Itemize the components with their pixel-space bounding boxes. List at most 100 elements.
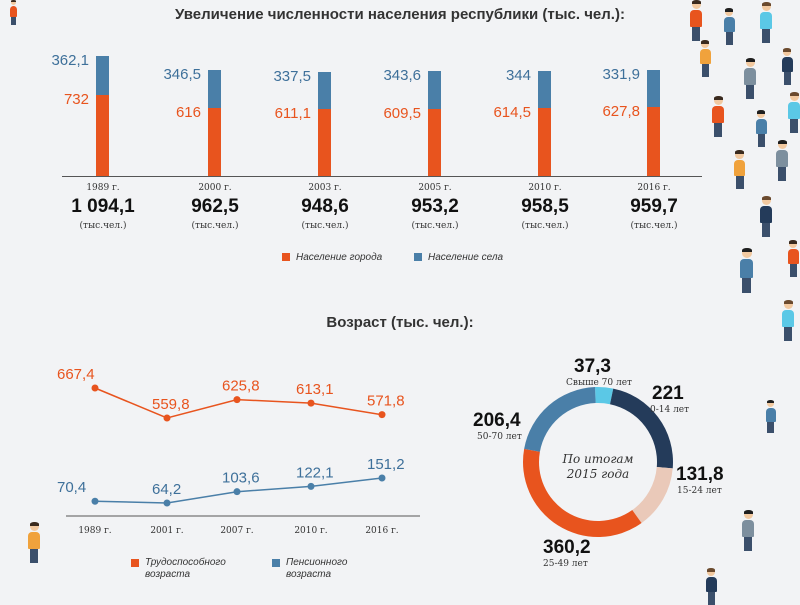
bar-stack bbox=[318, 71, 331, 176]
donut-slice bbox=[524, 387, 596, 452]
donut-value-25-49: 360,2 bbox=[543, 537, 591, 558]
bar-total-unit: (тыс.чел.) bbox=[630, 221, 678, 231]
person-hair bbox=[725, 8, 734, 12]
person-head bbox=[735, 150, 744, 159]
pension-value: 64,2 bbox=[152, 481, 181, 498]
legend-swatch-pension bbox=[272, 559, 280, 567]
bar-stack bbox=[96, 55, 109, 176]
bar-rural-value: 343,6 bbox=[383, 67, 421, 85]
work-value: 559,8 bbox=[152, 396, 190, 413]
bar-rural-value: 337,5 bbox=[273, 67, 311, 85]
person-body bbox=[690, 10, 702, 27]
donut-value-50-70: 206,4 bbox=[473, 410, 521, 431]
donut-value-over70: 37,3 bbox=[574, 356, 611, 377]
pension-value: 122,1 bbox=[296, 464, 334, 481]
bar-stack bbox=[647, 70, 660, 176]
pension-point bbox=[163, 499, 171, 507]
person-legs bbox=[777, 167, 787, 181]
bar-urban bbox=[647, 106, 660, 176]
person-hair bbox=[743, 510, 753, 515]
line-x-label: 1989 г. bbox=[78, 526, 111, 536]
person-legs bbox=[725, 32, 734, 45]
person-head bbox=[743, 510, 753, 519]
person-head bbox=[761, 2, 771, 11]
person-body bbox=[782, 310, 794, 327]
person-hair bbox=[741, 248, 752, 253]
person-legs bbox=[757, 134, 766, 147]
person-head bbox=[707, 568, 716, 577]
donut-value-0-14: 221 bbox=[652, 383, 684, 404]
legend-label-urban: Население города bbox=[296, 252, 383, 263]
bar-urban-value: 732 bbox=[63, 91, 89, 109]
donut-slice bbox=[610, 388, 673, 469]
donut-center-text: По итогам 2015 года bbox=[548, 452, 648, 482]
legend-swatch-work bbox=[131, 559, 139, 567]
person-hair bbox=[707, 568, 716, 572]
legend-label-rural: Население села bbox=[428, 252, 504, 263]
legend-label-work-2: возраста bbox=[145, 569, 190, 580]
bar-urban-value: 616 bbox=[175, 104, 201, 122]
person-legs bbox=[29, 549, 39, 563]
person-legs bbox=[741, 277, 752, 293]
person-head bbox=[741, 248, 752, 258]
person-body bbox=[742, 520, 754, 537]
bar-urban bbox=[428, 108, 441, 176]
bar-rural bbox=[538, 70, 551, 109]
person-legs bbox=[743, 537, 753, 551]
person-hair bbox=[701, 40, 710, 44]
legend-label-pension-1: Пенсионного bbox=[286, 557, 348, 568]
bar-total-unit: (тыс.чел.) bbox=[191, 221, 239, 231]
person-body bbox=[724, 17, 735, 33]
person-body bbox=[10, 6, 18, 17]
person-legs bbox=[789, 264, 798, 277]
person-hair bbox=[691, 0, 701, 5]
donut-label-25-49: 25-49 лет bbox=[543, 559, 588, 569]
person-head bbox=[777, 140, 787, 149]
legend-label-pension-2: возраста bbox=[286, 569, 331, 580]
bar-total: 958,5 bbox=[521, 196, 569, 217]
donut-value-15-24: 131,8 bbox=[676, 464, 724, 485]
bar-rural bbox=[428, 71, 441, 109]
work-point bbox=[233, 396, 241, 404]
person-body bbox=[788, 102, 800, 119]
person-hair bbox=[783, 300, 793, 305]
person-hair bbox=[767, 400, 775, 404]
bar-stack bbox=[208, 70, 221, 176]
person-head bbox=[761, 196, 771, 205]
person-body bbox=[706, 577, 717, 593]
work-point bbox=[163, 414, 171, 422]
line-x-label: 2007 г. bbox=[220, 526, 253, 536]
person-body bbox=[782, 57, 793, 73]
person-head bbox=[789, 240, 798, 249]
bar-rural-value: 362,1 bbox=[51, 51, 89, 69]
person-legs bbox=[713, 123, 723, 137]
person-head bbox=[767, 400, 775, 408]
legend-item-rural: Население села bbox=[414, 252, 503, 263]
work-value: 625,8 bbox=[222, 378, 260, 395]
line-x-label: 2010 г. bbox=[294, 526, 327, 536]
person-legs bbox=[701, 64, 710, 77]
pension-point bbox=[91, 497, 99, 505]
work-value: 613,1 bbox=[296, 381, 334, 398]
person-body bbox=[740, 258, 754, 278]
bar-total-unit: (тыс.чел.) bbox=[411, 221, 459, 231]
bar-x-label: 2010 г. bbox=[528, 183, 562, 193]
bar-rural bbox=[647, 70, 660, 107]
person-body bbox=[700, 49, 711, 65]
person-body bbox=[760, 12, 772, 29]
legend-item-work: Трудоспособного возраста bbox=[131, 557, 226, 581]
person-body bbox=[760, 206, 772, 223]
legend-item-urban: Население города bbox=[282, 252, 382, 263]
person-legs bbox=[767, 421, 775, 433]
person-legs bbox=[761, 29, 771, 43]
person-legs bbox=[783, 327, 793, 341]
person-hair bbox=[735, 150, 744, 154]
person-body bbox=[766, 408, 776, 422]
bar-stack bbox=[428, 71, 441, 176]
donut-center-line-1: По итогам bbox=[562, 452, 634, 466]
donut-label-50-70: 50-70 лет bbox=[477, 432, 522, 442]
line-x-label: 2016 г. bbox=[365, 526, 398, 536]
donut-center-line-2: 2015 года bbox=[566, 467, 630, 481]
